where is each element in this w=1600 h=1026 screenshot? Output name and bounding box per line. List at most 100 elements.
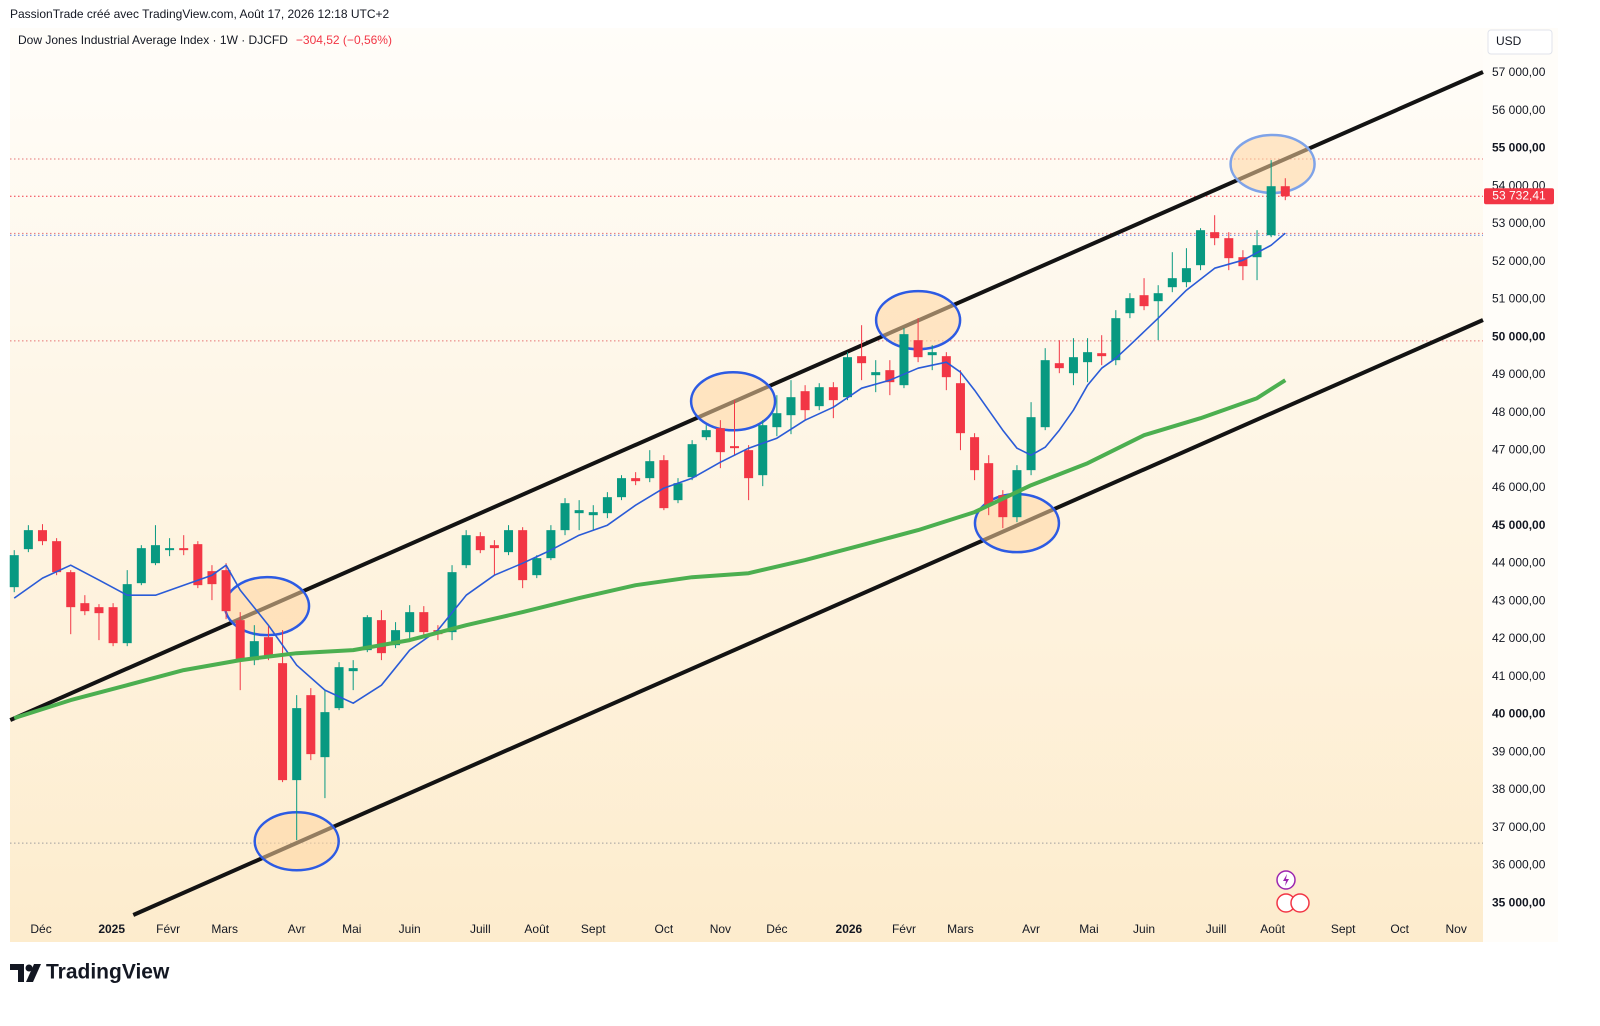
candle-body bbox=[122, 584, 132, 644]
y-tick-label: 56 000,00 bbox=[1492, 103, 1546, 117]
candle-body bbox=[179, 548, 189, 551]
y-tick-label: 48 000,00 bbox=[1492, 405, 1546, 419]
candle-body bbox=[108, 607, 118, 644]
candle-body bbox=[1196, 230, 1206, 266]
y-tick-label: 42 000,00 bbox=[1492, 631, 1546, 645]
candle-body bbox=[391, 630, 401, 646]
y-tick-label: 51 000,00 bbox=[1492, 292, 1546, 306]
candle-body bbox=[362, 617, 372, 651]
currency[interactable]: USD bbox=[1496, 34, 1522, 48]
x-tick-label: Sept bbox=[581, 922, 606, 936]
candle-body bbox=[405, 612, 415, 633]
price-axis bbox=[1483, 28, 1558, 942]
candle-body bbox=[913, 340, 923, 358]
candle-body bbox=[52, 541, 62, 573]
candle-body bbox=[1040, 360, 1050, 428]
candle-body bbox=[659, 460, 669, 509]
candle-body bbox=[1224, 238, 1234, 259]
y-tick-label: 38 000,00 bbox=[1492, 782, 1546, 796]
y-tick-label: 52 000,00 bbox=[1492, 254, 1546, 268]
candle-body bbox=[489, 545, 499, 549]
candle-body bbox=[23, 530, 33, 550]
candle-body bbox=[150, 545, 160, 564]
y-tick-label: 57 000,00 bbox=[1492, 65, 1546, 79]
candle-body bbox=[546, 530, 556, 559]
x-tick-label: Oct bbox=[1390, 922, 1409, 936]
y-tick-label: 47 000,00 bbox=[1492, 443, 1546, 457]
candle-body bbox=[1181, 268, 1191, 283]
logo bbox=[10, 964, 41, 982]
price-tag bbox=[1484, 188, 1554, 205]
candle-body bbox=[687, 444, 697, 478]
candle-body bbox=[899, 334, 909, 386]
candle-body bbox=[235, 620, 245, 661]
candle-body bbox=[998, 495, 1008, 518]
candle-body bbox=[701, 430, 711, 438]
x-tick-label: Févr bbox=[892, 922, 916, 936]
candle-body bbox=[786, 397, 796, 416]
candle-body bbox=[871, 372, 881, 376]
candle-body bbox=[955, 383, 965, 434]
candle-body bbox=[447, 572, 457, 633]
candle-body bbox=[1252, 245, 1262, 258]
highlight bbox=[1229, 133, 1316, 195]
x-tick-label: Déc bbox=[766, 922, 787, 936]
candle-body bbox=[249, 641, 259, 661]
x-tick-label: Nov bbox=[1445, 922, 1466, 936]
moving-average bbox=[13, 378, 1287, 721]
candle-body bbox=[376, 620, 386, 654]
candle-body bbox=[207, 571, 217, 585]
candle-body bbox=[729, 446, 739, 449]
trendline bbox=[132, 318, 1484, 917]
x-tick-label: Mars bbox=[211, 922, 238, 936]
candle-body bbox=[814, 387, 824, 407]
candle-body bbox=[1280, 186, 1290, 197]
candle-body bbox=[504, 530, 514, 553]
candle-body bbox=[1068, 357, 1078, 374]
candle-body bbox=[1111, 318, 1121, 361]
candle-body bbox=[1167, 278, 1177, 288]
y-tick-label: 40 000,00 bbox=[1492, 707, 1546, 721]
candle-body bbox=[602, 497, 612, 514]
candle-body bbox=[461, 535, 471, 566]
candle-body bbox=[842, 357, 852, 398]
attribution: PassionTrade créé avec TradingView.com, … bbox=[10, 7, 390, 21]
candle-body bbox=[715, 428, 725, 453]
candle-body bbox=[1054, 363, 1064, 369]
y-tick-label: 55 000,00 bbox=[1492, 141, 1546, 155]
x-tick-label: Juin bbox=[399, 922, 421, 936]
x-tick-label: Oct bbox=[655, 922, 674, 936]
candle-body bbox=[320, 712, 330, 758]
candle-body bbox=[518, 530, 528, 581]
candle-body bbox=[984, 463, 994, 506]
candle-body bbox=[1266, 186, 1276, 236]
x-tick-label: Avr bbox=[1022, 922, 1040, 936]
currency-box[interactable] bbox=[1487, 29, 1553, 55]
candle-body bbox=[588, 512, 598, 516]
candle-body bbox=[136, 548, 146, 584]
candle-body bbox=[574, 510, 584, 514]
x-tick-label: 2026 bbox=[836, 922, 863, 936]
candle-body bbox=[645, 461, 655, 479]
candle-body bbox=[278, 663, 288, 781]
x-tick-label: Févr bbox=[156, 922, 180, 936]
event-icons bbox=[1276, 870, 1310, 913]
y-tick-label: 50 000,00 bbox=[1492, 329, 1546, 343]
y-tick-label: 35 000,00 bbox=[1492, 895, 1546, 909]
x-tick-label: Mars bbox=[947, 922, 974, 936]
candle-body bbox=[631, 478, 641, 482]
x-tick-label: Juill bbox=[470, 922, 491, 936]
y-tick-label: 53 000,00 bbox=[1492, 216, 1546, 230]
moving-average bbox=[13, 232, 1286, 704]
candle-body bbox=[306, 695, 316, 755]
candle-body bbox=[772, 413, 782, 428]
candle-body bbox=[80, 603, 90, 612]
candle-body bbox=[885, 370, 895, 383]
candle-body bbox=[857, 356, 867, 364]
candle-body bbox=[348, 668, 358, 672]
x-tick-label: Juill bbox=[1206, 922, 1227, 936]
candle-body bbox=[165, 548, 175, 551]
x-tick-label: Mai bbox=[1079, 922, 1098, 936]
